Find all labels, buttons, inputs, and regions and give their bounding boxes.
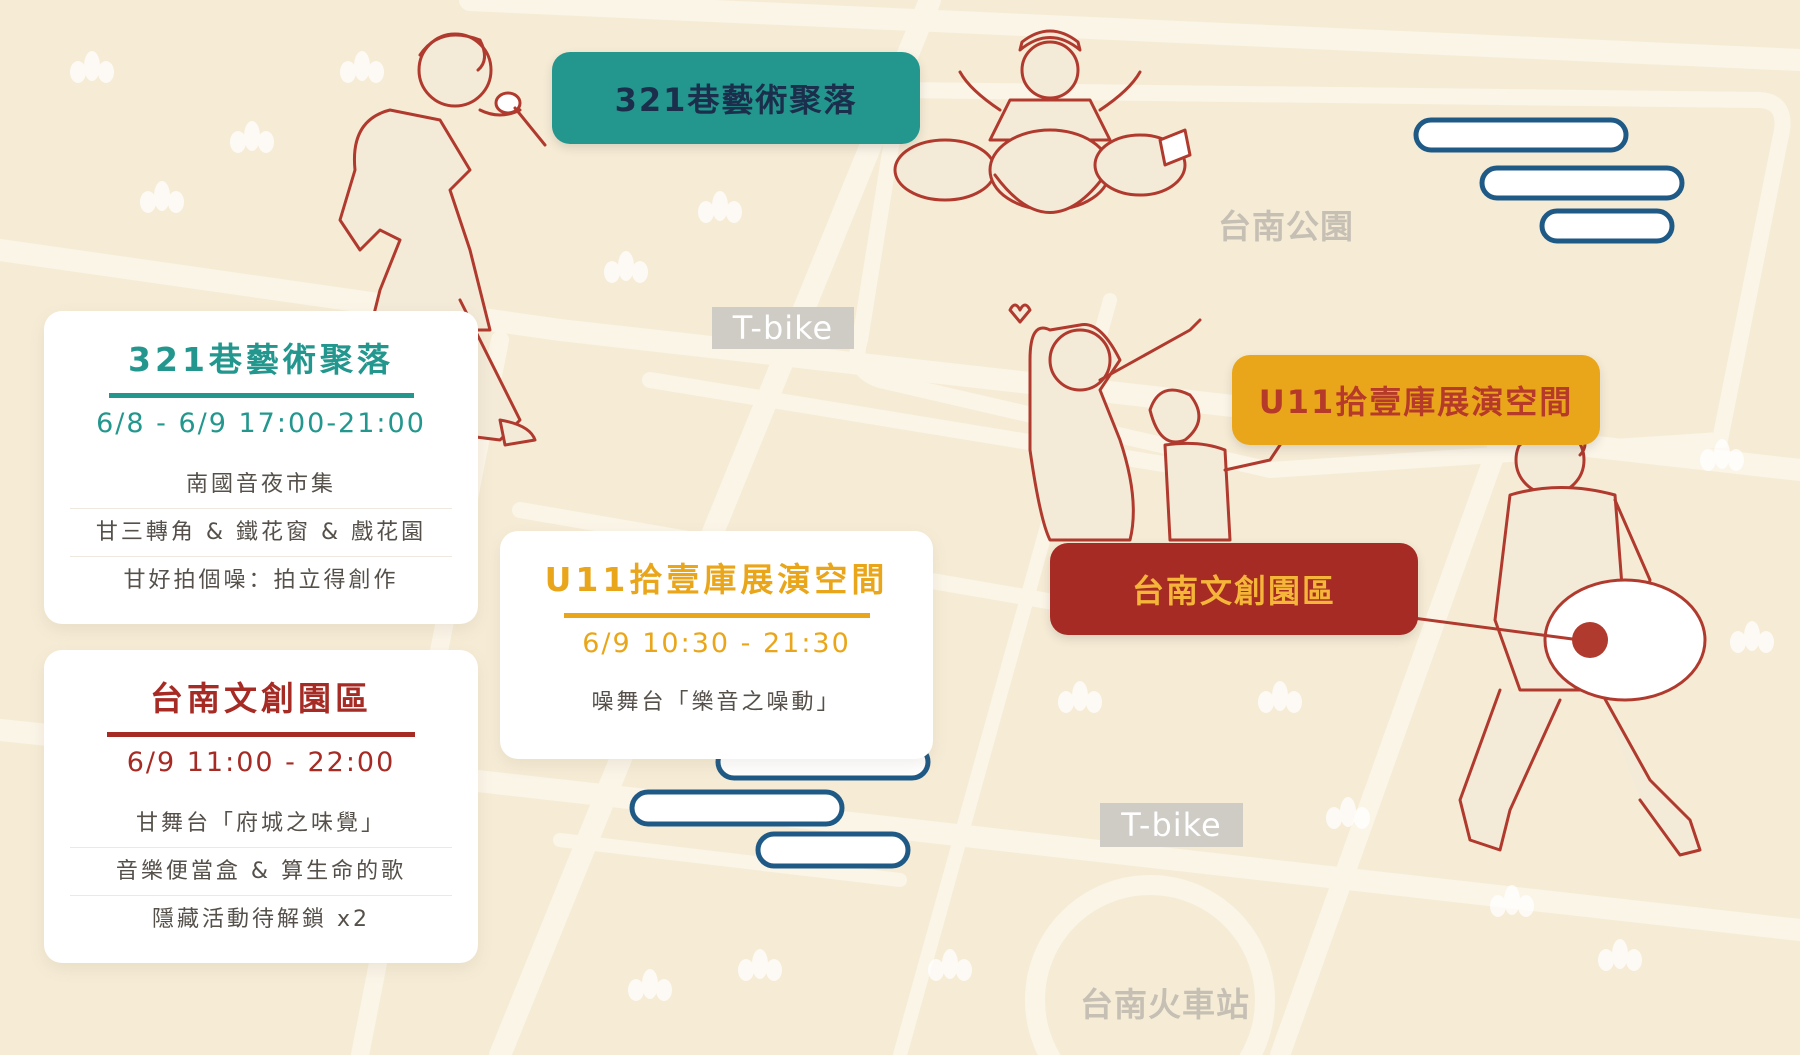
card-activity-list: 甘舞台「府城之味覺」 音樂便當盒 & 算生命的歌 隱藏活動待解鎖 x2 [44,800,478,943]
grass-tuft-icon [928,949,972,981]
grass-tuft-icon [1598,939,1642,971]
card-time: 6/9 10:30 - 21:30 [582,628,851,659]
grass-tuft-icon [1700,439,1744,471]
card-time: 6/9 11:00 - 22:00 [126,747,396,778]
map-pin-321-lane[interactable]: 321巷藝術聚落 [552,52,920,144]
grass-tuft-icon [340,51,384,83]
list-item: 甘好拍個噪：拍立得創作 [70,556,452,604]
list-item: 南國音夜市集 [185,472,336,497]
road [459,0,1800,71]
grass-tuft-icon [1326,797,1370,829]
card-activity-list: 南國音夜市集 甘三轉角 & 鐵花窗 & 戲花園 甘好拍個噪：拍立得創作 [44,461,478,604]
event-card-tainan-creative-park: 台南文創園區 6/9 11:00 - 22:00 甘舞台「府城之味覺」 音樂便當… [44,650,478,963]
map-pin-u11[interactable]: U11拾壹庫展演空間 [1232,355,1600,445]
grass-tuft-icon [1490,885,1534,917]
grass-tuft-icon [604,251,648,283]
card-time: 6/8 - 6/9 17:00-21:00 [96,408,426,439]
grass-tuft-icon [628,969,672,1001]
road [489,0,941,1055]
grass-tuft-icon [70,51,114,83]
road [553,833,907,887]
card-title: U11拾壹庫展演空間 [544,560,889,599]
grass-tuft-icon [1258,681,1302,713]
map-pin-tainan-creative-park[interactable]: 台南文創園區 [1050,543,1418,635]
tbike-label: T-bike [712,307,854,349]
place-label-tainan-park: 台南公園 [1218,207,1354,246]
card-title: 321巷藝術聚落 [128,340,394,379]
card-divider [563,613,870,618]
tbike-label: T-bike [1100,803,1243,847]
grass-tuft-icon [1730,621,1774,653]
grass-tuft-icon [738,949,782,981]
place-label-tainan-station: 台南火車站 [1080,985,1250,1024]
event-card-321-lane: 321巷藝術聚落 6/8 - 6/9 17:00-21:00 南國音夜市集 甘三… [44,311,478,624]
list-item: 音樂便當盒 & 算生命的歌 [70,847,452,895]
list-item: 噪舞台「樂音之噪動」 [591,690,842,715]
grass-tuft-icon [230,121,274,153]
card-title: 台南文創園區 [150,679,372,718]
list-item: 隱藏活動待解鎖 x2 [70,895,452,943]
cloud-icon [629,743,931,869]
grass-tuft-icon [1058,681,1102,713]
cloud-icon [1413,117,1685,244]
card-activity-list: 噪舞台「樂音之噪動」 [500,679,933,726]
list-item: 甘舞台「府城之味覺」 [135,811,386,836]
station-roundabout [1025,875,1275,1055]
grass-tuft-icon [698,191,742,223]
card-divider [107,732,415,737]
card-divider [108,393,414,398]
grass-tuft-icon [140,181,184,213]
road [1270,430,1510,1055]
event-card-u11: U11拾壹庫展演空間 6/9 10:30 - 21:30 噪舞台「樂音之噪動」 [500,531,933,759]
park-block [849,81,1791,479]
list-item: 甘三轉角 & 鐵花窗 & 戲花園 [70,508,452,556]
